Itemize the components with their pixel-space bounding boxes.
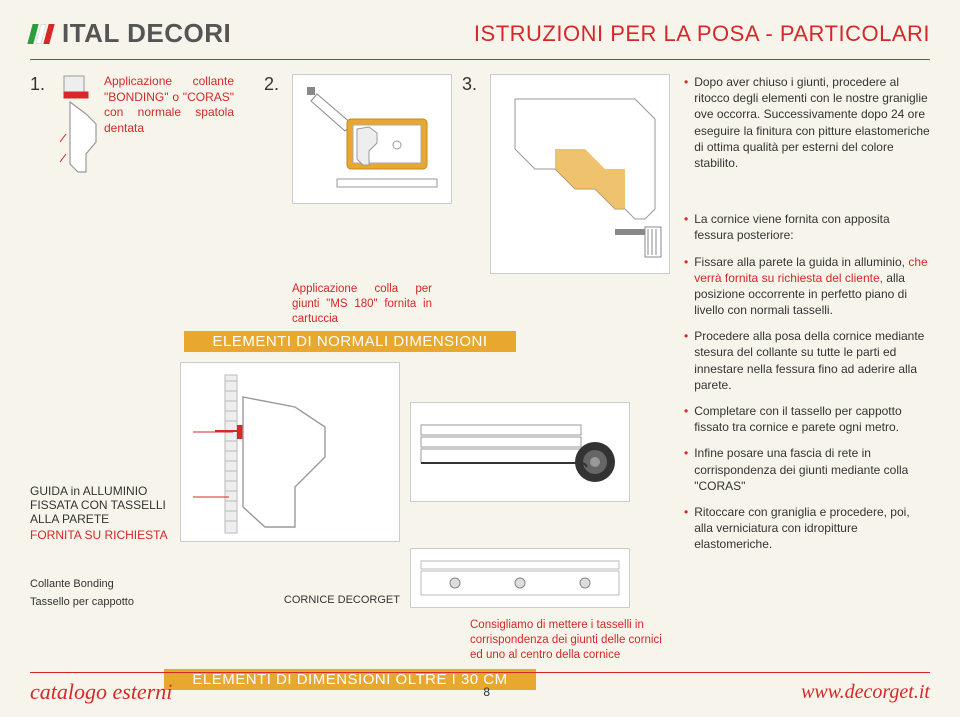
step-num-3: 3. [462,74,486,274]
step-1: 1. Applicazione collante "BONDING" o "CO… [30,74,254,274]
cornice-label-wrap: CORNICE DECORGET [180,590,400,608]
list-item: Completare con il tassello per cappotto … [684,403,930,435]
guide-line2: FORNITA SU RICHIESTA [30,528,170,542]
list-item: La cornice viene fornita con apposita fe… [684,211,930,243]
list-item: Infine posare una fascia di rete in corr… [684,445,930,494]
brand-name: ITAL DECORI [62,18,231,49]
advice-row: Consigliamo di mettere i tasselli in cor… [30,618,670,663]
list-item: Dopo aver chiuso i giunti, procedere al … [684,74,930,171]
page-title: ISTRUZIONI PER LA POSA - PARTICOLARI [474,21,930,47]
guide-labels: GUIDA in ALLUMINIO FISSATA CON TASSELLI … [30,484,170,542]
applicator-icon [297,79,447,199]
footer-divider [30,672,930,673]
flag-icon [27,24,54,44]
step2-caption: Applicazione colla per giunti "MS 180" f… [292,282,432,331]
section1-title: ELEMENTI DI NORMALI DIMENSIONI [184,331,515,352]
collante-label: Collante Bonding [30,578,170,590]
page-number: 8 [483,685,490,699]
step-3: 3. [462,74,670,274]
step-2: 2. [264,74,452,274]
steps-row: 1. Applicazione collante "BONDING" o "CO… [30,74,670,274]
tasselli-diagram [410,548,630,608]
list-item: Ritoccare con graniglia e procedere, poi… [684,504,930,553]
right-column: Dopo aver chiuso i giunti, procedere al … [684,74,930,690]
step-num-2: 2. [264,74,288,274]
guide-diagram [180,362,400,542]
step2-caption-row: Applicazione colla per giunti "MS 180" f… [30,282,670,331]
main-content: 1. Applicazione collante "BONDING" o "CO… [0,60,960,696]
step2-diagram [292,74,452,204]
tape-roll-icon [415,407,625,497]
guide-line1: GUIDA in ALLUMINIO FISSATA CON TASSELLI … [30,484,170,526]
roll-diagram [410,402,630,502]
footer-url: www.decorget.it [801,681,930,704]
tassello-label: Tassello per cappotto [30,596,170,608]
header: ITAL DECORI ISTRUZIONI PER LA POSA - PAR… [0,0,960,59]
advice-text: Consigliamo di mettere i tasselli in cor… [470,618,670,663]
step1-text: Applicazione collante "BONDING" o "CORAS… [104,74,234,274]
footer-row: catalogo esterni 8 www.decorget.it [30,679,930,705]
list-item: Fissare alla parete la guida in allumini… [684,254,930,319]
brand: ITAL DECORI [30,18,231,49]
footer-left: catalogo esterni [30,679,172,705]
wall-section-icon [185,367,395,537]
guide-row: GUIDA in ALLUMINIO FISSATA CON TASSELLI … [30,362,670,542]
list-item: Procedere alla posa della cornice median… [684,328,930,393]
bottom-row: Collante Bonding Tassello per cappotto C… [30,548,670,608]
cornice-profile-icon [60,74,98,184]
step-num-1: 1. [30,74,54,274]
footer: catalogo esterni 8 www.decorget.it [0,672,960,717]
section1-bar-wrap: ELEMENTI DI NORMALI DIMENSIONI [30,331,670,352]
step3-diagram [490,74,670,274]
left-column: 1. Applicazione collante "BONDING" o "CO… [30,74,670,690]
instructions-list: Dopo aver chiuso i giunti, procedere al … [684,74,930,553]
bottom-labels: Collante Bonding Tassello per cappotto [30,578,170,608]
paint-cornice-icon [495,79,665,269]
cornice-label: CORNICE DECORGET [284,594,400,606]
front-cornice-icon [415,553,625,603]
